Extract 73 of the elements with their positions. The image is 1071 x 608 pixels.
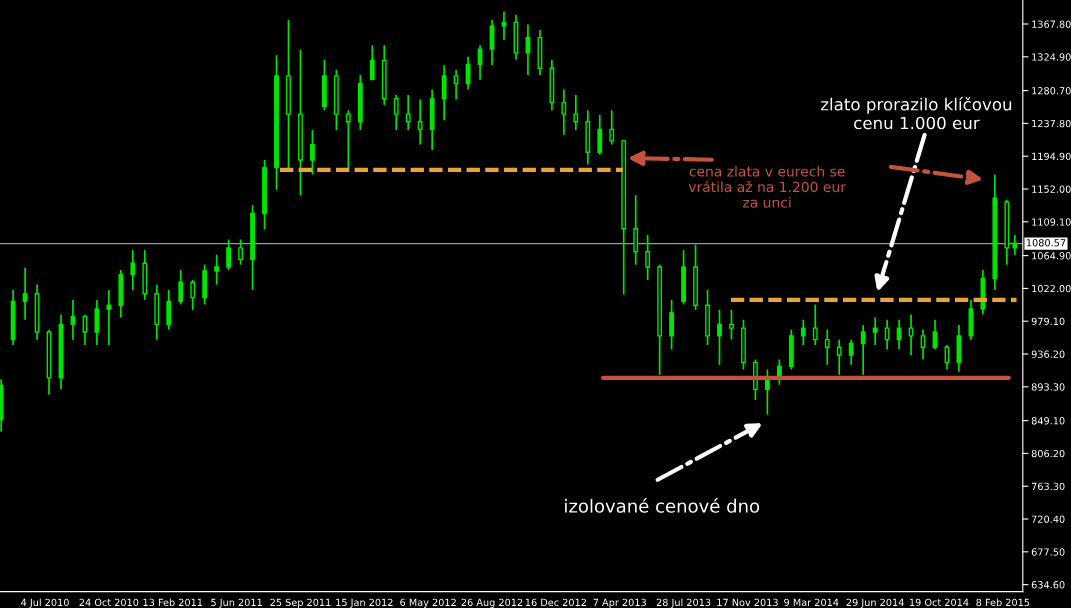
candlestick [453,68,459,101]
y-tick-label: 893.30 [1031,383,1065,391]
candlestick [393,94,399,131]
x-tick-label: 4 Jul 2010 [21,598,69,608]
candlestick [214,253,220,286]
candlestick [405,94,411,131]
candlestick [226,238,232,271]
x-tick-label: 5 Jun 2011 [211,598,262,608]
candlestick [178,269,184,306]
candlestick [884,318,890,351]
candlestick [633,194,639,266]
candlestick [908,313,914,356]
candlestick [190,279,196,311]
ref-line-label: 1080.57 [1026,239,1066,247]
y-tick-label: 1194.90 [1032,152,1071,161]
x-tick-label: 8 Feb 2015 [976,598,1030,607]
y-tick-label: 1064.90 [1032,252,1071,260]
candlestick [597,114,603,156]
y-tick-label: 677.50 [1031,548,1065,556]
y-tick-label: 763.30 [1031,482,1065,491]
candlestick [836,338,842,376]
candlestick [824,328,830,366]
y-tick-label: 634.60 [1031,581,1065,589]
y-tick-label: 806.20 [1031,449,1065,458]
candlestick [441,64,447,122]
candlestick [130,249,136,291]
x-tick-label: 28 Jul 2013 [656,598,711,608]
candlestick [561,88,567,136]
candlestick [238,238,243,266]
candlestick [872,316,878,346]
y-tick-label: 1022.00 [1032,284,1071,293]
annotation: zlato prorazilo klíčovou cenu 1.000 eur [820,97,1012,130]
candlestick [345,109,351,171]
candlestick [800,318,806,346]
candlestick [573,94,579,131]
candlestick [609,109,615,146]
candlestick [860,324,866,376]
x-tick-label: 29 Jun 2014 [846,598,904,608]
x-tick-label: 17 Nov 2013 [717,598,778,607]
x-tick-label: 15 Jan 2012 [336,598,393,608]
candlestick [106,289,112,346]
candlestick [717,308,722,366]
annotation: cena zlata v eurech se vrátila až na 1.200 eur za unci [688,165,846,208]
y-tick-label: 1280.70 [1032,87,1071,95]
x-tick-label: 13 Feb 2011 [143,598,203,607]
annotation: izolované cenové dno [565,498,760,513]
candlestick [729,308,734,341]
candlestick [417,98,423,146]
x-tick-label: 16 Dec 2012 [525,598,586,607]
x-tick-label: 6 May 2012 [400,598,456,608]
candlestick [669,299,675,351]
y-tick-label: 1367.80 [1032,20,1071,28]
candlestick [166,289,172,331]
x-tick-label: 26 Aug 2012 [461,598,523,608]
y-tick-label: 979.10 [1031,317,1065,326]
candlestick [369,44,375,81]
y-tick-label: 1237.80 [1032,119,1071,128]
x-tick-label: 7 Apr 2013 [593,598,646,608]
candlestick [812,303,818,346]
candlestick [1012,234,1018,256]
candlestick [310,129,315,176]
y-tick-label: 936.20 [1031,350,1065,358]
candlestick [848,338,854,366]
x-tick-label: 24 Oct 2010 [79,598,139,607]
y-tick-label: 1109.10 [1032,218,1071,226]
y-tick-label: 1152.00 [1032,185,1071,193]
x-tick-label: 9 Mar 2014 [784,598,839,607]
y-tick-label: 849.10 [1031,417,1065,425]
y-tick-label: 720.40 [1031,515,1065,523]
x-tick-label: 25 Sep 2011 [270,598,331,608]
y-tick-label: 1324.90 [1032,53,1071,61]
candlestick [645,234,651,281]
x-tick-label: 19 Oct 2014 [910,598,969,607]
